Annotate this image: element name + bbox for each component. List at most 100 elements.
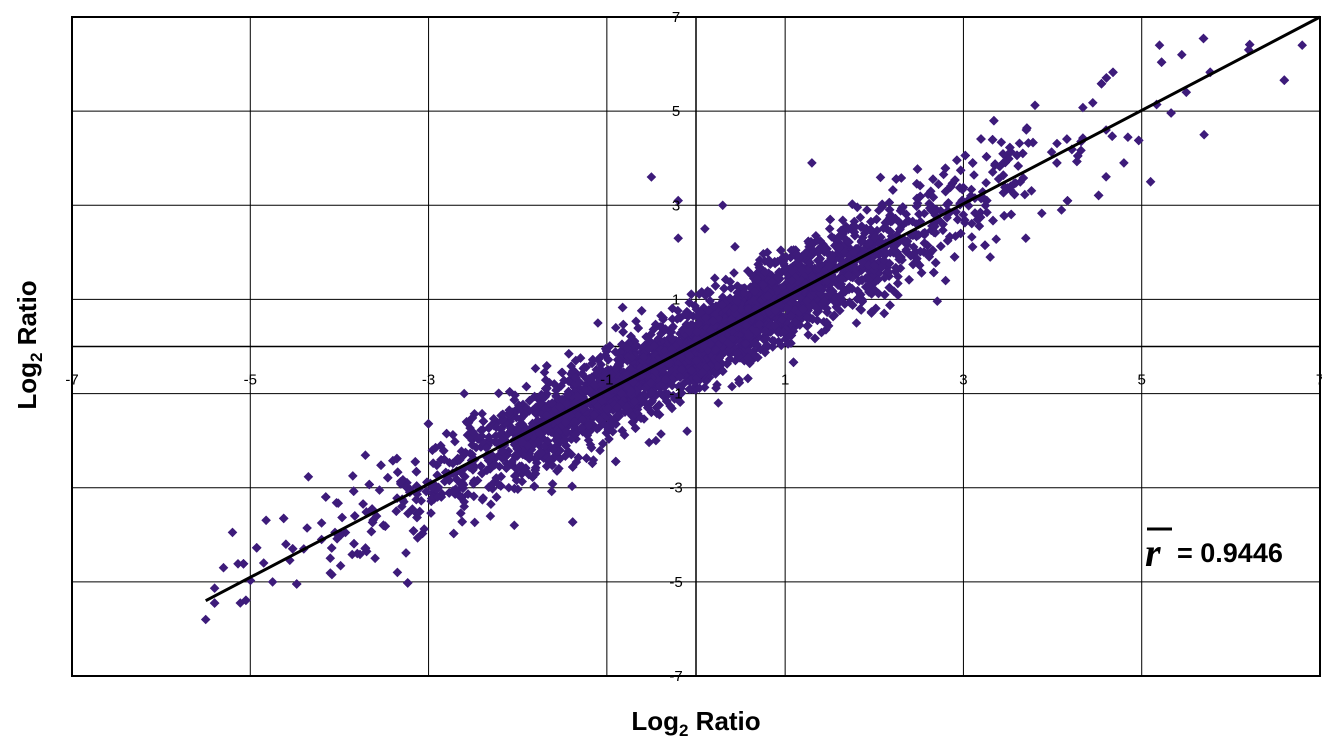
data-point xyxy=(496,471,506,482)
data-point xyxy=(950,231,961,241)
data-point xyxy=(504,387,515,397)
data-point xyxy=(998,187,1009,198)
data-point xyxy=(911,201,922,212)
data-point xyxy=(571,355,581,366)
data-point xyxy=(967,242,978,252)
data-point xyxy=(1046,147,1057,157)
data-point xyxy=(726,283,736,293)
data-point xyxy=(383,472,393,483)
data-point xyxy=(587,458,598,469)
data-point xyxy=(1166,108,1176,118)
data-point xyxy=(245,575,256,586)
data-point xyxy=(1078,102,1088,113)
data-point xyxy=(509,395,520,405)
data-point xyxy=(960,218,970,228)
data-point xyxy=(278,513,289,524)
data-point xyxy=(303,472,314,482)
data-point xyxy=(668,321,678,332)
data-point xyxy=(350,511,360,521)
data-point xyxy=(912,164,923,174)
data-point xyxy=(1037,208,1047,219)
data-point xyxy=(530,363,541,374)
data-point xyxy=(477,424,488,435)
data-point xyxy=(735,329,745,339)
data-point xyxy=(996,137,1007,148)
data-point xyxy=(570,386,580,397)
data-point xyxy=(477,408,487,419)
data-point xyxy=(1020,189,1030,200)
data-point xyxy=(989,115,999,126)
data-point xyxy=(630,423,641,433)
data-point xyxy=(401,548,411,558)
data-point xyxy=(325,568,336,578)
data-point xyxy=(456,508,466,518)
data-point xyxy=(241,595,251,606)
data-point xyxy=(991,234,1001,244)
data-point xyxy=(631,316,641,327)
data-point xyxy=(620,407,630,417)
data-point xyxy=(893,290,903,300)
data-point xyxy=(1156,57,1167,67)
data-point xyxy=(813,263,824,274)
data-point xyxy=(875,172,886,183)
data-point xyxy=(743,373,753,384)
data-point xyxy=(483,455,494,466)
data-point xyxy=(487,478,498,489)
data-point xyxy=(593,354,603,365)
data-point xyxy=(648,324,659,335)
data-point xyxy=(492,417,502,428)
data-point xyxy=(826,232,837,242)
data-point xyxy=(471,442,481,453)
data-point xyxy=(654,380,665,391)
data-point xyxy=(838,215,848,226)
data-point xyxy=(595,352,606,362)
data-point xyxy=(629,404,639,414)
data-point xyxy=(811,294,821,304)
data-point xyxy=(450,436,460,447)
data-point xyxy=(912,193,922,204)
data-point xyxy=(498,414,509,424)
data-point xyxy=(704,372,715,383)
data-point xyxy=(967,218,977,229)
data-point xyxy=(401,482,412,493)
data-point xyxy=(1052,158,1062,168)
data-point xyxy=(335,560,346,571)
data-point xyxy=(655,388,666,398)
data-point xyxy=(790,271,800,282)
data-point xyxy=(411,494,422,505)
data-point xyxy=(730,241,740,252)
data-point xyxy=(509,483,520,494)
data-point xyxy=(928,192,939,202)
data-point xyxy=(855,304,865,314)
data-point xyxy=(416,496,426,506)
data-point xyxy=(876,232,886,242)
data-point xyxy=(426,508,436,518)
data-point xyxy=(750,281,760,292)
data-point xyxy=(478,493,488,503)
data-point xyxy=(940,186,951,197)
data-point xyxy=(567,517,578,527)
data-point xyxy=(710,281,721,291)
data-point xyxy=(325,553,336,563)
data-point xyxy=(337,512,347,523)
data-point xyxy=(488,414,499,424)
data-point xyxy=(1101,73,1112,83)
data-point xyxy=(627,342,637,353)
data-point xyxy=(822,307,832,317)
data-point xyxy=(392,467,403,477)
data-point xyxy=(811,303,822,313)
data-point xyxy=(893,271,903,282)
data-point xyxy=(564,349,574,359)
data-point xyxy=(441,428,452,439)
data-point xyxy=(575,353,586,363)
data-point xyxy=(764,255,774,265)
data-point xyxy=(541,375,551,385)
data-point xyxy=(261,515,271,526)
data-point xyxy=(557,367,568,378)
data-point xyxy=(592,424,602,434)
data-point xyxy=(938,219,948,230)
data-point xyxy=(1052,138,1062,149)
data-point xyxy=(403,508,413,519)
data-point xyxy=(895,224,905,235)
data-point xyxy=(490,459,500,470)
